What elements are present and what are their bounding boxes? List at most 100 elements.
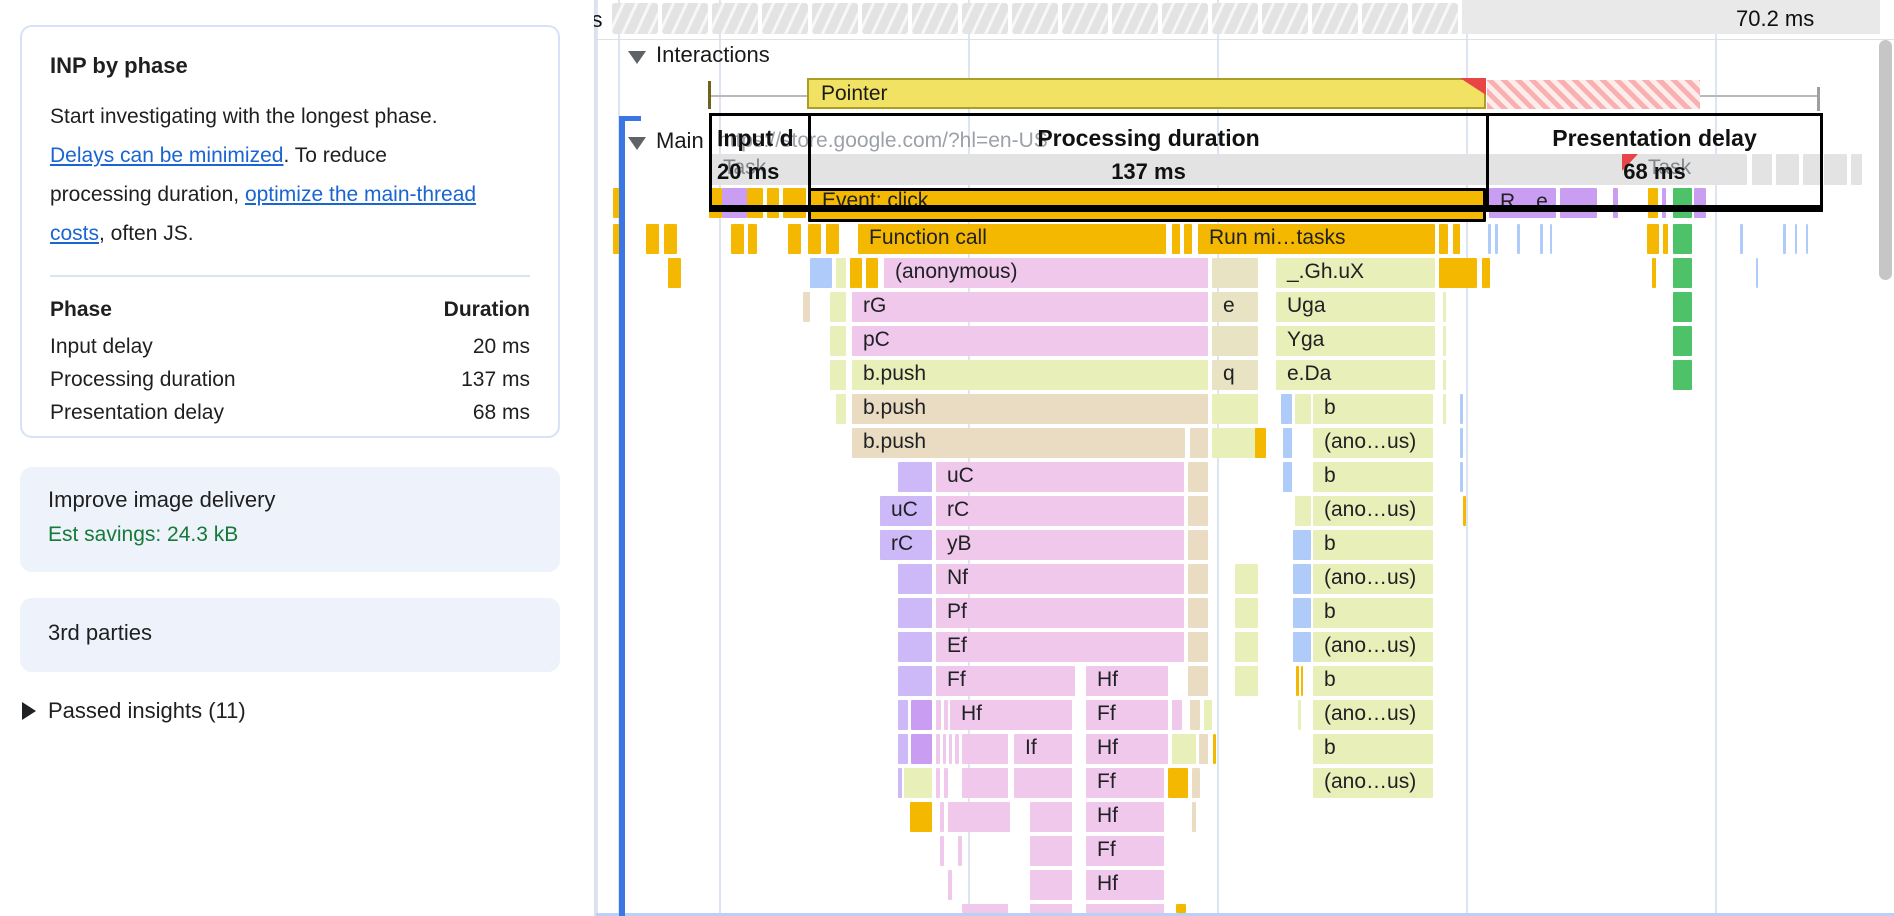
flame-bar[interactable] — [898, 462, 932, 492]
frame-box[interactable] — [762, 3, 808, 34]
flame-bar[interactable] — [1172, 734, 1196, 764]
flame-bar-rg[interactable]: rG — [852, 292, 1208, 322]
flame-bar[interactable] — [940, 802, 944, 832]
flame-bar[interactable] — [1776, 154, 1799, 185]
flame-bar[interactable] — [1293, 530, 1311, 560]
flame-bar[interactable] — [936, 734, 940, 764]
flame-bar[interactable] — [731, 224, 744, 254]
flame-bar[interactable] — [936, 768, 940, 798]
collapse-triangle-icon[interactable] — [628, 50, 646, 64]
flame-bar[interactable] — [1560, 188, 1597, 218]
flame-bar[interactable] — [1212, 428, 1258, 458]
flame-bar[interactable] — [1673, 326, 1692, 356]
flame-bar-ff[interactable]: Ff — [1086, 768, 1164, 798]
flame-bar[interactable] — [1647, 224, 1659, 254]
flame-bar[interactable] — [1014, 768, 1072, 798]
flame-bar-pc[interactable]: pC — [852, 326, 1208, 356]
flame-bar[interactable] — [1453, 224, 1460, 254]
flame-bar-q[interactable]: q — [1212, 360, 1258, 390]
flame-bar[interactable] — [943, 734, 946, 764]
flame-bar-hf[interactable]: Hf — [1086, 666, 1168, 696]
frame-box[interactable] — [662, 3, 708, 34]
flame-bar-if[interactable]: If — [1014, 734, 1072, 764]
flame-bar-b[interactable]: b — [1313, 462, 1433, 492]
flame-bar[interactable] — [1648, 188, 1658, 218]
flame-bar[interactable] — [646, 224, 659, 254]
flame-bar[interactable] — [962, 734, 1008, 764]
flame-bar[interactable] — [830, 292, 846, 322]
flame-bar--ano-us-[interactable]: (ano…us) — [1313, 564, 1433, 594]
flame-bar[interactable] — [1192, 802, 1196, 832]
flame-bar[interactable] — [664, 224, 677, 254]
flame-bar[interactable] — [911, 700, 932, 730]
flame-bar[interactable] — [1295, 496, 1311, 526]
flame-bar[interactable] — [1443, 292, 1446, 322]
flame-bar[interactable] — [1188, 598, 1208, 628]
flame-bar[interactable] — [962, 904, 1008, 913]
flame-bar[interactable] — [1622, 154, 1638, 171]
frame-box[interactable] — [862, 3, 908, 34]
flame-bar[interactable] — [1190, 700, 1200, 730]
flame-bar[interactable] — [1172, 700, 1182, 730]
flame-bar[interactable] — [836, 258, 846, 288]
flame-bar[interactable] — [836, 394, 846, 424]
flame-bar[interactable] — [962, 768, 1008, 798]
flame-bar-uc[interactable]: uC — [936, 462, 1184, 492]
flame-bar[interactable] — [722, 188, 747, 218]
frame-box[interactable] — [1112, 3, 1158, 34]
flame-bar--anonymous-[interactable]: (anonymous) — [884, 258, 1208, 288]
flame-bar-hf[interactable]: Hf — [1086, 802, 1164, 832]
flame-bar[interactable] — [850, 258, 862, 288]
expand-triangle-icon[interactable] — [22, 702, 36, 720]
frame-box[interactable] — [1312, 3, 1358, 34]
collapse-triangle-icon[interactable] — [628, 136, 646, 150]
flame-bar[interactable] — [1550, 224, 1552, 254]
flame-bar[interactable] — [1030, 836, 1072, 866]
flame-bar-task[interactable]: Task — [723, 156, 767, 179]
flame-bar[interactable] — [958, 836, 962, 866]
flame-bar[interactable] — [830, 360, 846, 390]
flame-bar[interactable] — [1673, 360, 1692, 390]
frame-duration-segment[interactable]: 70.2 ms — [1462, 0, 1880, 34]
flame-bar[interactable] — [866, 258, 878, 288]
flame-bar[interactable] — [1495, 224, 1498, 254]
flame-bar[interactable] — [936, 700, 941, 730]
flame-bar-hf[interactable]: Hf — [1086, 870, 1164, 900]
flame-bar[interactable] — [1663, 224, 1668, 254]
flame-bar[interactable] — [748, 224, 757, 254]
flame-bar-rc[interactable]: rC — [936, 496, 1184, 526]
flame-bar-ff[interactable]: Ff — [936, 666, 1075, 696]
flame-bar[interactable] — [1673, 224, 1692, 254]
flame-bar-b-push[interactable]: b.push — [852, 428, 1185, 458]
flame-bar[interactable] — [1803, 154, 1821, 185]
flame-bar[interactable] — [1439, 258, 1477, 288]
flame-bar-b[interactable]: b — [1313, 734, 1433, 764]
flame-bar[interactable] — [1756, 258, 1758, 288]
frame-box[interactable] — [1262, 3, 1308, 34]
flame-bar[interactable] — [1188, 530, 1208, 560]
flame-bar[interactable] — [898, 598, 932, 628]
flame-bar[interactable] — [1204, 700, 1212, 730]
flame-bar[interactable] — [1613, 188, 1618, 218]
flame-bar-e-da[interactable]: e.Da — [1276, 360, 1435, 390]
flame-bar[interactable] — [898, 564, 932, 594]
flame-bar-b[interactable]: b — [1313, 666, 1433, 696]
flame-bar[interactable] — [613, 188, 621, 218]
flame-bar[interactable] — [1517, 224, 1520, 254]
flame-bar[interactable] — [1295, 394, 1311, 424]
flame-bar[interactable] — [803, 292, 810, 322]
flame-bar[interactable] — [1188, 632, 1208, 662]
flame-bar[interactable] — [1199, 734, 1208, 764]
flame-bar--gh-ux[interactable]: _.Gh.uX — [1276, 258, 1435, 288]
flame-bar[interactable] — [944, 700, 948, 730]
flame-bar-ef[interactable]: Ef — [936, 632, 1184, 662]
flame-bar-nf[interactable]: Nf — [936, 564, 1184, 594]
flame-bar[interactable] — [904, 768, 932, 798]
flame-bar--ano-us-[interactable]: (ano…us) — [1313, 768, 1433, 798]
flame-bar[interactable] — [1298, 700, 1301, 730]
flame-bar[interactable] — [1212, 258, 1258, 288]
flame-bar[interactable] — [911, 734, 932, 764]
frame-box[interactable] — [1062, 3, 1108, 34]
flame-bar[interactable] — [668, 258, 681, 288]
